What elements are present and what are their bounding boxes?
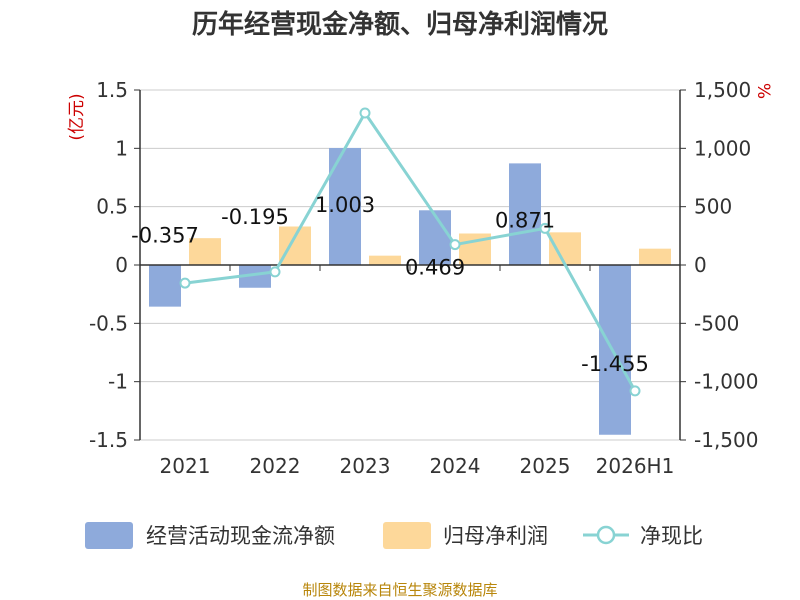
x-tick-label: 2023 (340, 454, 391, 478)
legend-label-cash-flow: 经营活动现金流净额 (146, 524, 335, 548)
bar-net-profit (189, 238, 221, 265)
ratio-point (449, 239, 461, 251)
bar-series (149, 147, 671, 435)
left-tick-label: 1.5 (96, 78, 128, 102)
data-label-cash-flow: -1.455 (581, 352, 649, 376)
chart-title: 历年经营现金净额、归母净利润情况 (192, 9, 608, 40)
bar-cash-flow (419, 210, 451, 265)
data-label-cash-flow: -0.357 (131, 224, 199, 248)
left-axis-unit: (亿元) (67, 93, 87, 140)
left-tick-label: 0.5 (96, 195, 128, 219)
ratio-line (184, 111, 637, 392)
left-tick-label: -1 (108, 370, 128, 394)
legend: 经营活动现金流净额 归母净利润 净现比 (85, 522, 703, 549)
right-tick-label: 0 (694, 253, 707, 277)
ratio-point (179, 277, 191, 289)
bar-cash-flow (239, 265, 271, 288)
data-label-cash-flow: 0.469 (405, 255, 465, 279)
bar-net-profit (549, 232, 581, 265)
right-tick-label: -1,500 (694, 428, 758, 452)
x-tick-label: 2024 (430, 454, 481, 478)
bar-cash-flow (599, 265, 631, 435)
left-tick-label: 1 (115, 136, 128, 160)
data-label-cash-flow: 1.003 (315, 193, 375, 217)
bar-cash-flow (509, 163, 541, 265)
bar-net-profit (279, 226, 311, 265)
bar-cash-flow (149, 265, 181, 307)
data-label-cash-flow: -0.195 (221, 205, 289, 229)
right-tick-label: -500 (694, 311, 739, 335)
right-tick-label: 500 (694, 195, 732, 219)
line-series (179, 107, 641, 397)
ratio-point (629, 385, 641, 397)
ratio-point (359, 107, 371, 119)
x-tick-label: 2021 (160, 454, 211, 478)
left-tick-label: -1.5 (89, 428, 128, 452)
source-note: 制图数据来自恒生聚源数据库 (302, 581, 497, 599)
legend-label-net-profit: 归母净利润 (443, 524, 548, 548)
x-tick-label: 2026H1 (596, 454, 675, 478)
left-tick-label: -0.5 (89, 311, 128, 335)
ratio-point (539, 222, 551, 234)
legend-swatch-cash-flow (85, 522, 133, 549)
legend-swatch-net-profit (383, 522, 431, 549)
ratio-point (269, 266, 281, 278)
legend-marker-ratio (596, 525, 616, 545)
axes: -1.5 -1,500 -1 -1,000 -0.5 -500 0 0 0.5 500 1 1,000… (89, 78, 759, 478)
right-tick-label: 1,000 (694, 136, 751, 160)
bar-net-profit (639, 248, 671, 265)
legend-label-ratio: 净现比 (640, 524, 703, 548)
x-tick-label: 2022 (250, 454, 301, 478)
right-tick-label: 1,500 (694, 78, 751, 102)
left-tick-label: 0 (115, 253, 128, 277)
data-labels: -0.357 -0.195 1.003 0.469 0.871 -1.455 (131, 193, 649, 376)
bar-net-profit (369, 255, 401, 265)
x-tick-label: 2025 (520, 454, 571, 478)
right-axis-unit: % (753, 83, 773, 99)
data-label-cash-flow: 0.871 (495, 208, 555, 232)
right-tick-label: -1,000 (694, 370, 758, 394)
